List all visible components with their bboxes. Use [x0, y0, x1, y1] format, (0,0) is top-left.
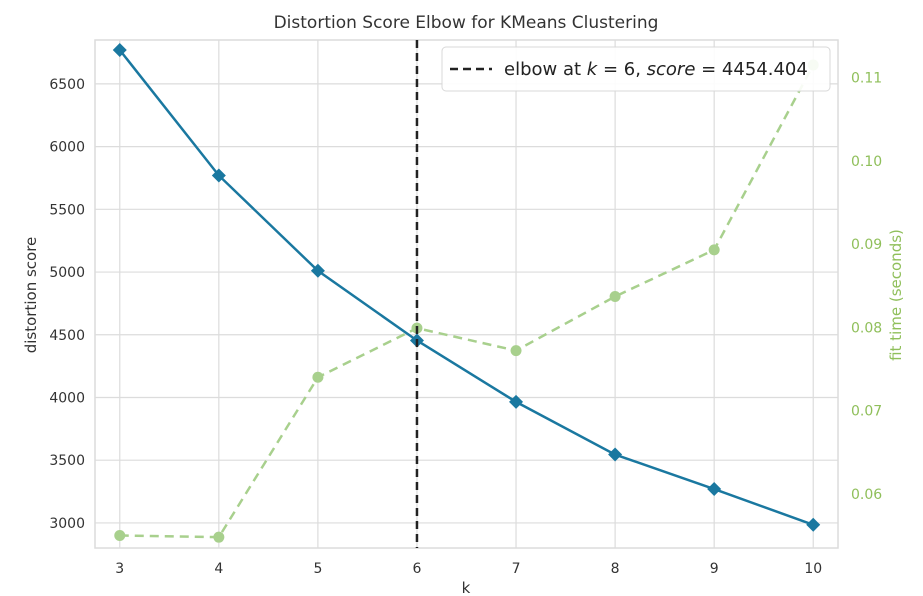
plot-background [95, 40, 838, 548]
chart-title: Distortion Score Elbow for KMeans Cluste… [274, 13, 659, 33]
distortion-point [806, 517, 821, 532]
x-tick-label: 6 [413, 561, 422, 577]
x-tick-label: 9 [710, 561, 719, 577]
y-axis-label: distortion score [22, 237, 40, 354]
y-right-tick-label: 0.07 [851, 404, 882, 420]
distortion-point [509, 394, 524, 409]
fit-time-point [708, 244, 720, 256]
x-tick-label: 3 [115, 561, 124, 577]
distortion-point [112, 43, 127, 58]
fit-time-point [510, 345, 522, 357]
distortion-point [608, 447, 623, 462]
y-right-tick-label: 0.10 [851, 154, 882, 170]
x-tick-label: 4 [214, 561, 223, 577]
legend-label: elbow at k = 6, score = 4454.404 [504, 59, 808, 80]
y-tick-label: 4500 [49, 328, 85, 344]
legend-label-part: = 4454.404 [695, 59, 807, 80]
distortion-point [707, 482, 722, 497]
x-tick-label: 8 [611, 561, 620, 577]
y-axis-right-label: fit time (seconds) [887, 229, 905, 361]
legend-label-part: k [587, 59, 599, 80]
plot-area: 3 4 5 6 7 8 9 10 3000 3500 4000 4500 5000 5500 6000 650… [49, 39, 882, 577]
plot-frame [94, 39, 839, 549]
y-tick-label: 4000 [49, 390, 85, 406]
fit-time-point [213, 531, 225, 543]
legend-label-part: = 6, [597, 59, 646, 80]
y-right-tick-label: 0.06 [851, 487, 882, 503]
legend-label-part: elbow at [504, 59, 587, 80]
x-axis-label: k [462, 579, 471, 596]
distortion-line [118, 49, 814, 526]
distortion-point [211, 168, 226, 183]
legend-box [441, 46, 831, 92]
y-tick-label: 3000 [49, 516, 85, 532]
y-tick-label: 6500 [49, 77, 85, 93]
y-right-tick-label: 0.11 [851, 70, 882, 86]
y-right-tick-label: 0.08 [851, 320, 882, 336]
y-right-tick-label: 0.09 [851, 237, 882, 253]
x-tick-label: 10 [804, 561, 822, 577]
legend-label-part: score [647, 59, 696, 80]
x-tick-label: 7 [512, 561, 521, 577]
fit-time-point [312, 371, 324, 383]
y-tick-label: 3500 [49, 453, 85, 469]
y-tick-label: 5000 [49, 265, 85, 281]
fit-time-point [114, 530, 126, 542]
distortion-point [310, 263, 325, 278]
y-tick-label: 5500 [49, 202, 85, 218]
fit-time-point [609, 290, 621, 302]
x-tick-label: 5 [313, 561, 322, 577]
y-tick-label: 6000 [49, 140, 85, 156]
